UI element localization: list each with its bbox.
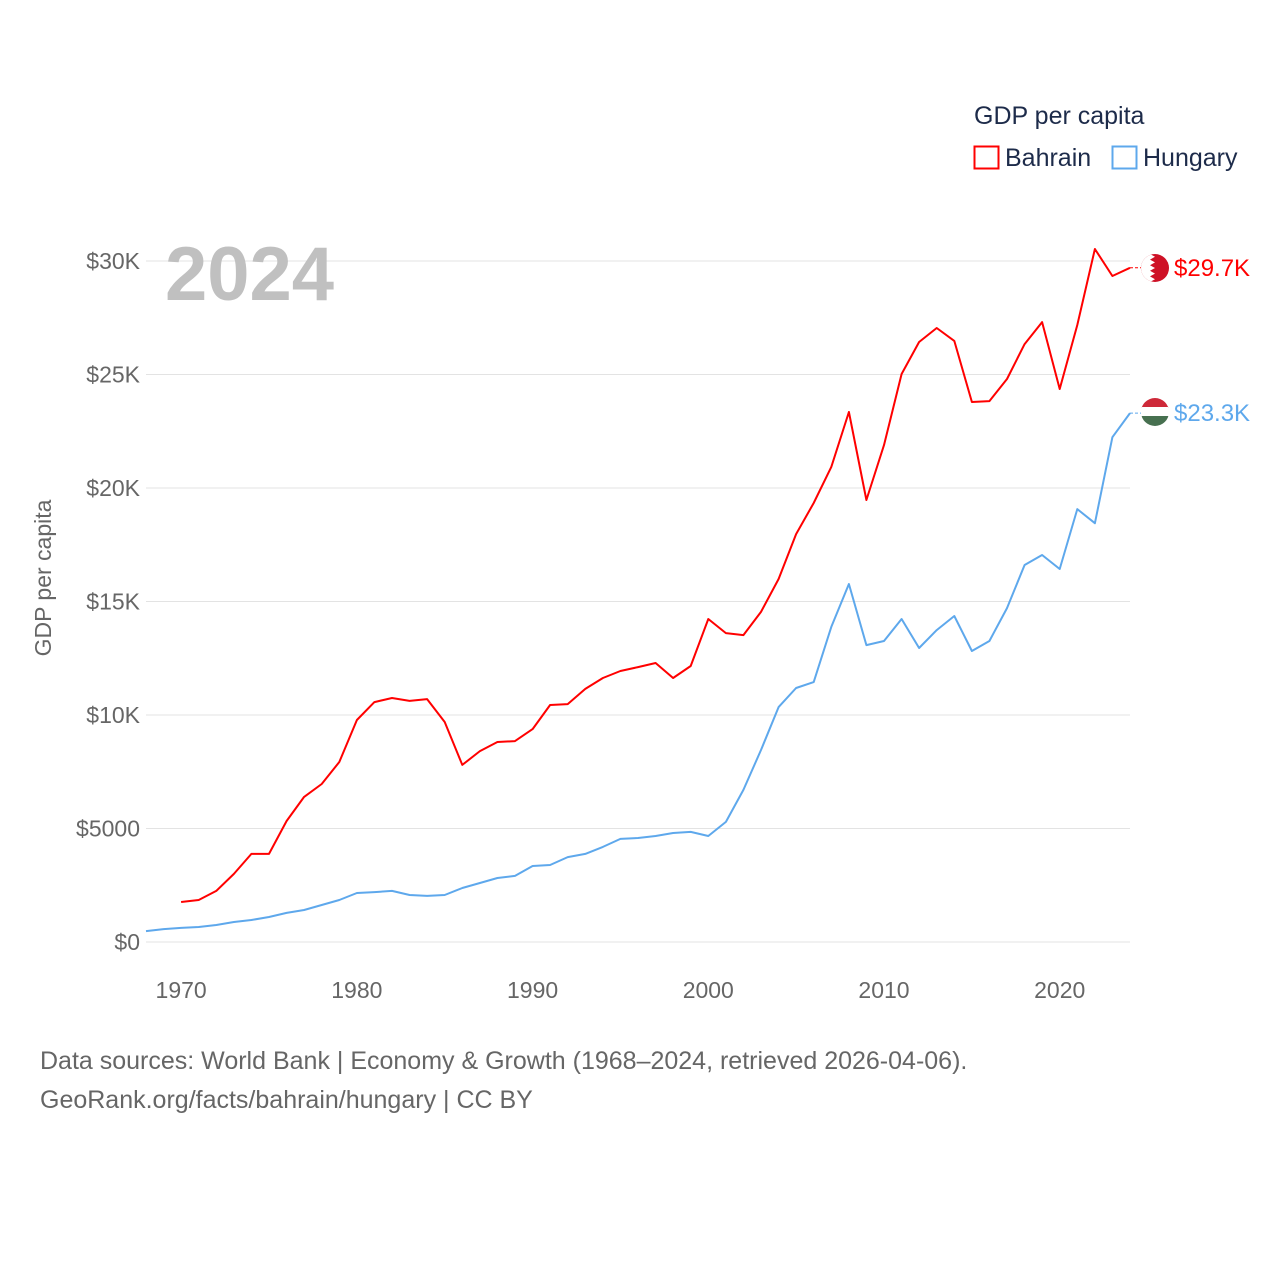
series-line-hungary <box>145 412 1131 933</box>
y-axis-label: GDP per capita <box>30 499 56 656</box>
legend-item-hungary[interactable]: Hungary <box>1111 144 1238 172</box>
bahrain-flag-icon <box>1141 254 1169 282</box>
y-tick-label: $10K <box>86 702 140 728</box>
y-tick-label: $30K <box>86 248 140 274</box>
x-tick-label: 2020 <box>1034 977 1085 1003</box>
end-label-bahrain: $29.7K <box>1174 255 1250 282</box>
x-tick-label: 2000 <box>683 977 734 1003</box>
x-tick-label: 1990 <box>507 977 558 1003</box>
y-axis-ticks: $0 $5000 $10K $15K $20K $25K $30K <box>76 248 141 955</box>
legend-title: GDP per capita <box>974 102 1145 130</box>
end-labels: $29.7K $23.3K <box>1130 255 1250 427</box>
series-lines <box>145 248 1131 933</box>
legend: GDP per capita Bahrain Hungary <box>973 102 1238 172</box>
y-tick-label: $20K <box>86 475 140 501</box>
y-tick-label: $5000 <box>76 816 140 842</box>
y-tick-label: $0 <box>114 929 140 955</box>
legend-swatch-hungary <box>1111 145 1138 170</box>
y-tick-label: $15K <box>86 589 140 615</box>
legend-label-bahrain: Bahrain <box>1005 144 1091 172</box>
hungary-flag-icon <box>1141 398 1169 426</box>
legend-label-hungary: Hungary <box>1143 144 1238 172</box>
legend-swatch-bahrain <box>973 145 1000 170</box>
gridlines <box>146 260 1130 943</box>
legend-item-bahrain[interactable]: Bahrain <box>973 144 1092 172</box>
y-tick-label: $25K <box>86 362 140 388</box>
x-tick-label: 1980 <box>331 977 382 1003</box>
x-axis-ticks: 1970 1980 1990 2000 2010 2020 <box>156 977 1086 1003</box>
footer-attribution[interactable]: GeoRank.org/facts/bahrain/hungary | CC B… <box>40 1086 533 1114</box>
series-line-bahrain <box>180 248 1131 903</box>
x-tick-label: 1970 <box>156 977 207 1003</box>
x-tick-label: 2010 <box>858 977 909 1003</box>
end-label-hungary: $23.3K <box>1174 400 1250 427</box>
year-watermark: 2024 <box>165 232 334 317</box>
footer-sources: Data sources: World Bank | Economy & Gro… <box>40 1047 967 1075</box>
